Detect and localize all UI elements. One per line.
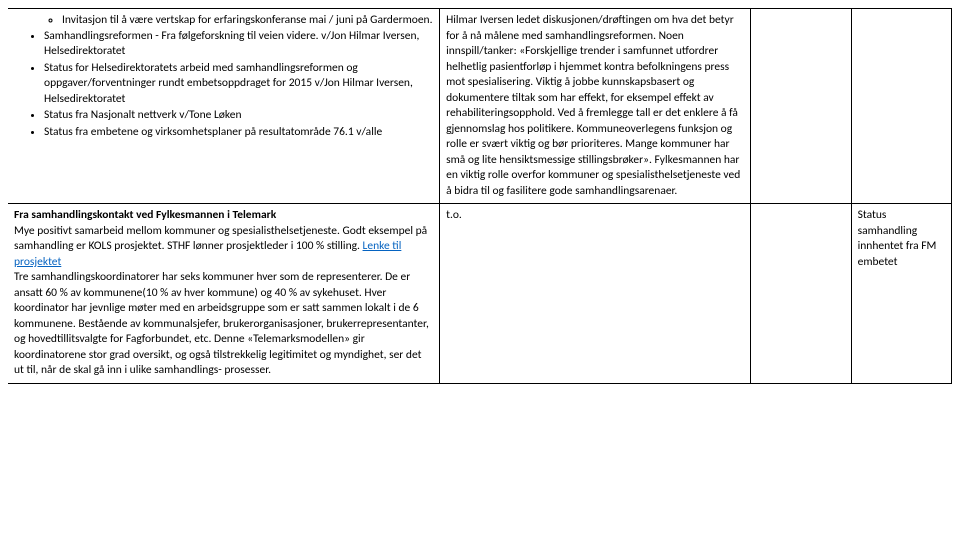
cell-empty <box>751 204 851 384</box>
sub-list: Invitasjon til å være vertskap for erfar… <box>14 13 433 29</box>
cell-status: Status samhandling innhentet fra FM embe… <box>851 204 951 384</box>
body-text: Tre samhandlingskoordinatorer har seks k… <box>14 270 429 377</box>
bullet-list: Samhandlingsreformen - Fra følgeforsknin… <box>14 29 433 141</box>
cell-to: t.o. <box>440 204 751 384</box>
bullet-item: Status fra Nasjonalt nettverk v/Tone Løk… <box>44 108 433 124</box>
sub-list-item: Invitasjon til å være vertskap for erfar… <box>62 13 433 29</box>
bullet-item: Status fra embetene og virksomhetsplaner… <box>44 125 433 141</box>
section-heading: Fra samhandlingskontakt ved Fylkesmannen… <box>14 208 276 222</box>
cell-telemark: Fra samhandlingskontakt ved Fylkesmannen… <box>8 204 440 384</box>
table-row: Fra samhandlingskontakt ved Fylkesmannen… <box>8 204 952 384</box>
cell-empty <box>751 9 851 204</box>
cell-topics: Invitasjon til å være vertskap for erfar… <box>8 9 440 204</box>
cell-discussion: Hilmar Iversen ledet diskusjonen/drøftin… <box>440 9 751 204</box>
bullet-item: Samhandlingsreformen - Fra følgeforsknin… <box>44 29 433 60</box>
bullet-item: Status for Helsedirektoratets arbeid med… <box>44 61 433 108</box>
table-row: Invitasjon til å være vertskap for erfar… <box>8 9 952 204</box>
document-table: Invitasjon til å være vertskap for erfar… <box>8 8 952 384</box>
cell-empty <box>851 9 951 204</box>
